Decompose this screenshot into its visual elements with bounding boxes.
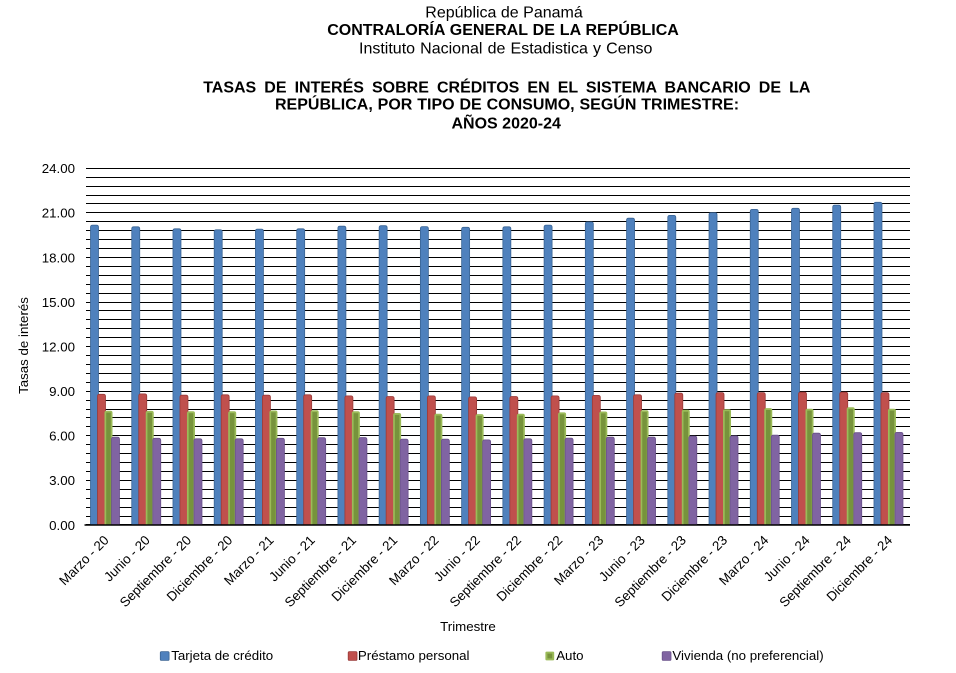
- svg-text:18.00: 18.00: [42, 250, 75, 265]
- svg-text:REPÚBLICA, POR TIPO DE CONSUMO: REPÚBLICA, POR TIPO DE CONSUMO, SEGÚN TR…: [275, 95, 739, 114]
- svg-text:Auto: Auto: [556, 648, 583, 663]
- svg-text:TASAS DE INTERÉS SOBRE CRÉDITO: TASAS DE INTERÉS SOBRE CRÉDITOS EN EL SI…: [203, 78, 811, 97]
- svg-text:Vivienda (no preferencial): Vivienda (no preferencial): [672, 648, 823, 663]
- svg-text:21.00: 21.00: [42, 206, 75, 221]
- svg-text:AÑOS 2020-24: AÑOS 2020-24: [452, 112, 561, 132]
- svg-text:Trimestre: Trimestre: [440, 619, 496, 634]
- svg-text:Tasas de interés: Tasas de interés: [16, 297, 31, 394]
- svg-text:9.00: 9.00: [49, 384, 75, 399]
- svg-text:CONTRALORÍA GENERAL DE LA REPÚ: CONTRALORÍA GENERAL DE LA REPÚBLICA: [327, 20, 679, 39]
- svg-text:0.00: 0.00: [49, 518, 75, 533]
- svg-text:Tarjeta de crédito: Tarjeta de crédito: [171, 648, 273, 663]
- svg-text:República de Panamá: República de Panamá: [425, 5, 583, 22]
- svg-text:Préstamo personal: Préstamo personal: [358, 648, 470, 663]
- svg-text:Instituto Nacional de Estadist: Instituto Nacional de Estadistica y Cens…: [359, 41, 653, 58]
- svg-text:3.00: 3.00: [49, 473, 75, 488]
- svg-text:12.00: 12.00: [42, 339, 75, 354]
- svg-text:15.00: 15.00: [42, 295, 75, 310]
- svg-text:24.00: 24.00: [42, 161, 75, 176]
- svg-text:6.00: 6.00: [49, 429, 75, 444]
